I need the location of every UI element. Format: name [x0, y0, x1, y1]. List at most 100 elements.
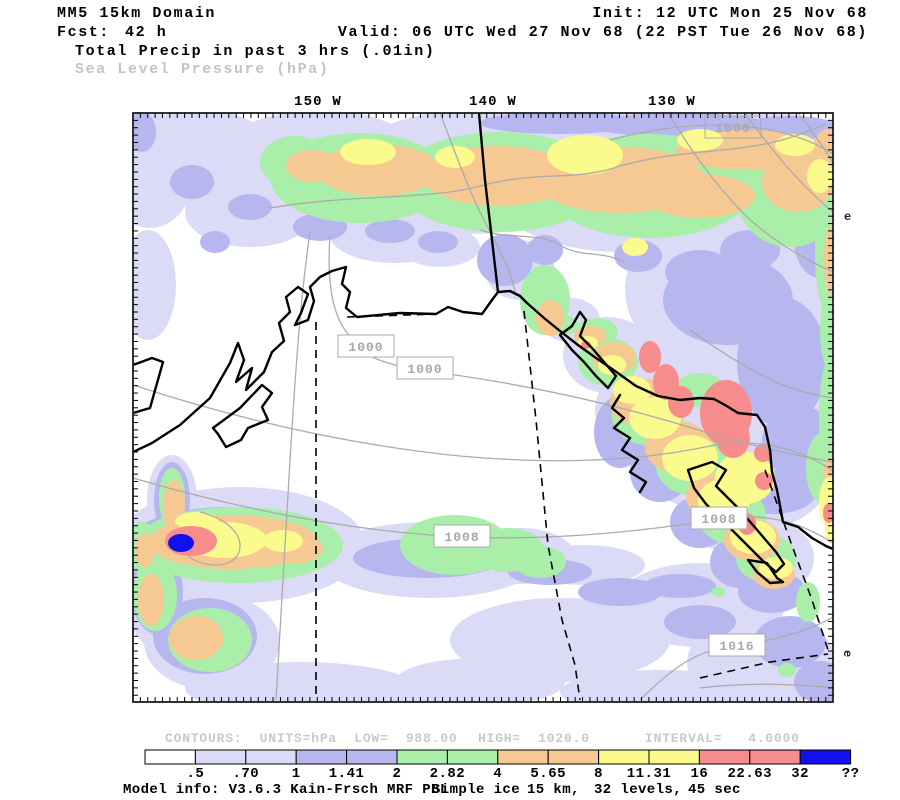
contour-label-value: 1008: [701, 512, 736, 527]
coastline-island: [610, 393, 648, 494]
contour-label-value: 1000: [715, 121, 750, 136]
precip-region: [365, 219, 415, 243]
slp-contour: [439, 114, 517, 297]
precip-region: [340, 139, 396, 165]
precip-region: [435, 146, 475, 168]
legend-cell: [446, 749, 499, 765]
fcst-hours: 42 h: [125, 24, 167, 41]
precip-region: [820, 290, 832, 370]
precip-region: [668, 386, 694, 418]
contours-info-interval: INTERVAL= 4.0000: [645, 731, 800, 746]
precip-region: [662, 435, 718, 481]
coastline-kodiak: [211, 383, 274, 449]
legend-threshold-label: 32: [791, 766, 809, 782]
legend-threshold-label: 11.31: [627, 766, 672, 782]
contour-label-box: [708, 633, 766, 657]
legend-cell: [598, 749, 650, 765]
precip-region: [778, 663, 796, 677]
precip-region: [613, 376, 651, 404]
legend-cell: [799, 749, 852, 765]
slp-contour-low-center: [187, 511, 241, 566]
precip-color-scale: .5 .70 1 1.41 2 2.82 4 5.65 8 11.31 16 22.63 32??: [144, 749, 860, 782]
contour-label-value: 1000: [407, 362, 442, 377]
nest-boundary: [523, 310, 581, 701]
legend-threshold-label: 2.82: [430, 766, 466, 782]
footer: CONTOURS: UNITS=hPa LOW= 988.00 HIGH= 10…: [123, 731, 860, 798]
legend-cell: [396, 749, 448, 765]
legend-threshold-label: 5.65: [530, 766, 566, 782]
slp-contour: [269, 123, 827, 209]
legend-threshold-label: 4: [493, 766, 502, 782]
coastline-island: [558, 310, 618, 390]
longitude-label: 150 W: [294, 94, 342, 110]
precip-region: [711, 587, 725, 597]
legend-threshold-label: 2: [393, 766, 402, 782]
longitude-label: 130 W: [648, 94, 696, 110]
precip-region: [185, 662, 415, 701]
nest-boundary: [346, 313, 437, 318]
precip-region: [286, 150, 338, 182]
model-info-res: 15 km,: [527, 782, 580, 798]
precip-region: [794, 661, 832, 701]
precip-region: [263, 530, 303, 552]
precip-region: [514, 546, 566, 578]
precip-region: [715, 452, 775, 504]
field-slp-label: Sea Level Pressure (hPa): [75, 61, 329, 78]
nest-boundary: [699, 653, 829, 679]
legend-threshold-label: 8: [594, 766, 603, 782]
contour-label-box: [396, 356, 454, 380]
precip-region: [664, 605, 736, 639]
precip-region: [134, 114, 156, 152]
precip-region: [536, 300, 564, 336]
coastline-mainland: [134, 265, 832, 550]
precip-region: [304, 201, 322, 213]
longitude-label: 140 W: [469, 94, 517, 110]
valid-time-label: Valid: 06 UTC Wed 27 Nov 68 (22 PST Tue …: [338, 24, 868, 41]
precip-region: [228, 194, 272, 220]
slp-contour-1000: [328, 235, 832, 463]
legend-threshold-label: 1.41: [329, 766, 365, 782]
precip-region: [639, 341, 661, 373]
legend-threshold-label: .5: [186, 766, 204, 782]
slp-contour: [275, 231, 311, 701]
contour-label-value: 1000: [348, 340, 383, 355]
edge-label: e: [844, 210, 851, 224]
slp-contour: [689, 329, 832, 399]
precip-region: [418, 231, 458, 253]
precip-region: [450, 598, 670, 682]
nest-boundaries: [315, 310, 829, 701]
contours-info-high: HIGH= 1020.0: [478, 731, 590, 746]
precip-shaded-field: [134, 114, 832, 701]
coastline-island: [746, 558, 785, 585]
precip-region: [168, 534, 194, 552]
precip-region: [175, 512, 219, 530]
precip-region: [169, 616, 223, 660]
slp-contour: [609, 124, 832, 155]
edge-label: e: [840, 650, 854, 657]
model-info: Model info: V3.6.3 Kain-Frsch MRF PBL: [123, 782, 449, 798]
legend-threshold-label: .70: [232, 766, 259, 782]
precip-region: [477, 234, 533, 286]
precip-region: [755, 472, 773, 490]
precip-region: [737, 297, 827, 427]
legend-cell: [295, 749, 348, 765]
model-info-levels: 32 levels,: [594, 782, 682, 798]
contour-label-box: [704, 115, 762, 139]
legend-threshold-label: ??: [842, 766, 860, 782]
coastline-left-edge: [134, 356, 165, 414]
precip-region: [644, 574, 716, 598]
contour-label-value: 1008: [444, 530, 479, 545]
precip-region: [775, 134, 815, 156]
legend-threshold-label: 22.63: [728, 766, 773, 782]
precip-region: [535, 200, 555, 214]
legend-cell: [497, 749, 549, 765]
legend-cell: [698, 749, 751, 765]
precip-region: [629, 397, 681, 439]
precip-region: [645, 174, 755, 218]
contour-value-labels: 1000 1000 1000 1008 1008 1016: [337, 115, 766, 657]
legend-cell: [346, 749, 398, 765]
fcst-key: Fcst:: [57, 24, 110, 41]
legend-threshold-label: 1: [292, 766, 301, 782]
